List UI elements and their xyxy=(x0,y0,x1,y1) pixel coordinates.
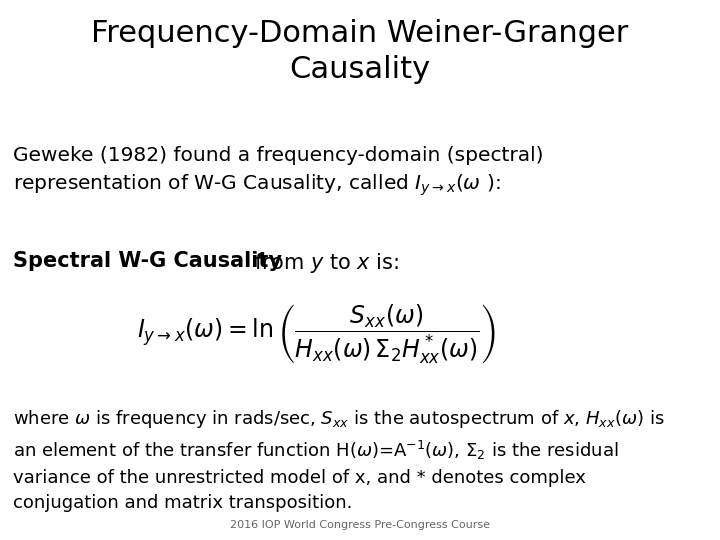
Text: where $\omega$ is frequency in rads/sec, $S_{xx}$ is the autospectrum of $x$, $H: where $\omega$ is frequency in rads/sec,… xyxy=(13,408,665,512)
Text: Spectral W-G Causality: Spectral W-G Causality xyxy=(13,251,282,271)
Text: 2016 IOP World Congress Pre-Congress Course: 2016 IOP World Congress Pre-Congress Cou… xyxy=(230,520,490,530)
Text: Geweke (1982) found a frequency-domain (spectral)
representation of W-G Causalit: Geweke (1982) found a frequency-domain (… xyxy=(13,146,544,198)
Text: Frequency-Domain Weiner-Granger
Causality: Frequency-Domain Weiner-Granger Causalit… xyxy=(91,19,629,84)
Text: $I_{y\rightarrow x}(\omega) = \ln\left(\dfrac{S_{xx}(\omega)}{H_{xx}(\omega)\,\S: $I_{y\rightarrow x}(\omega) = \ln\left(\… xyxy=(138,302,496,367)
Text: from $y$ to $x$ is:: from $y$ to $x$ is: xyxy=(248,251,400,275)
